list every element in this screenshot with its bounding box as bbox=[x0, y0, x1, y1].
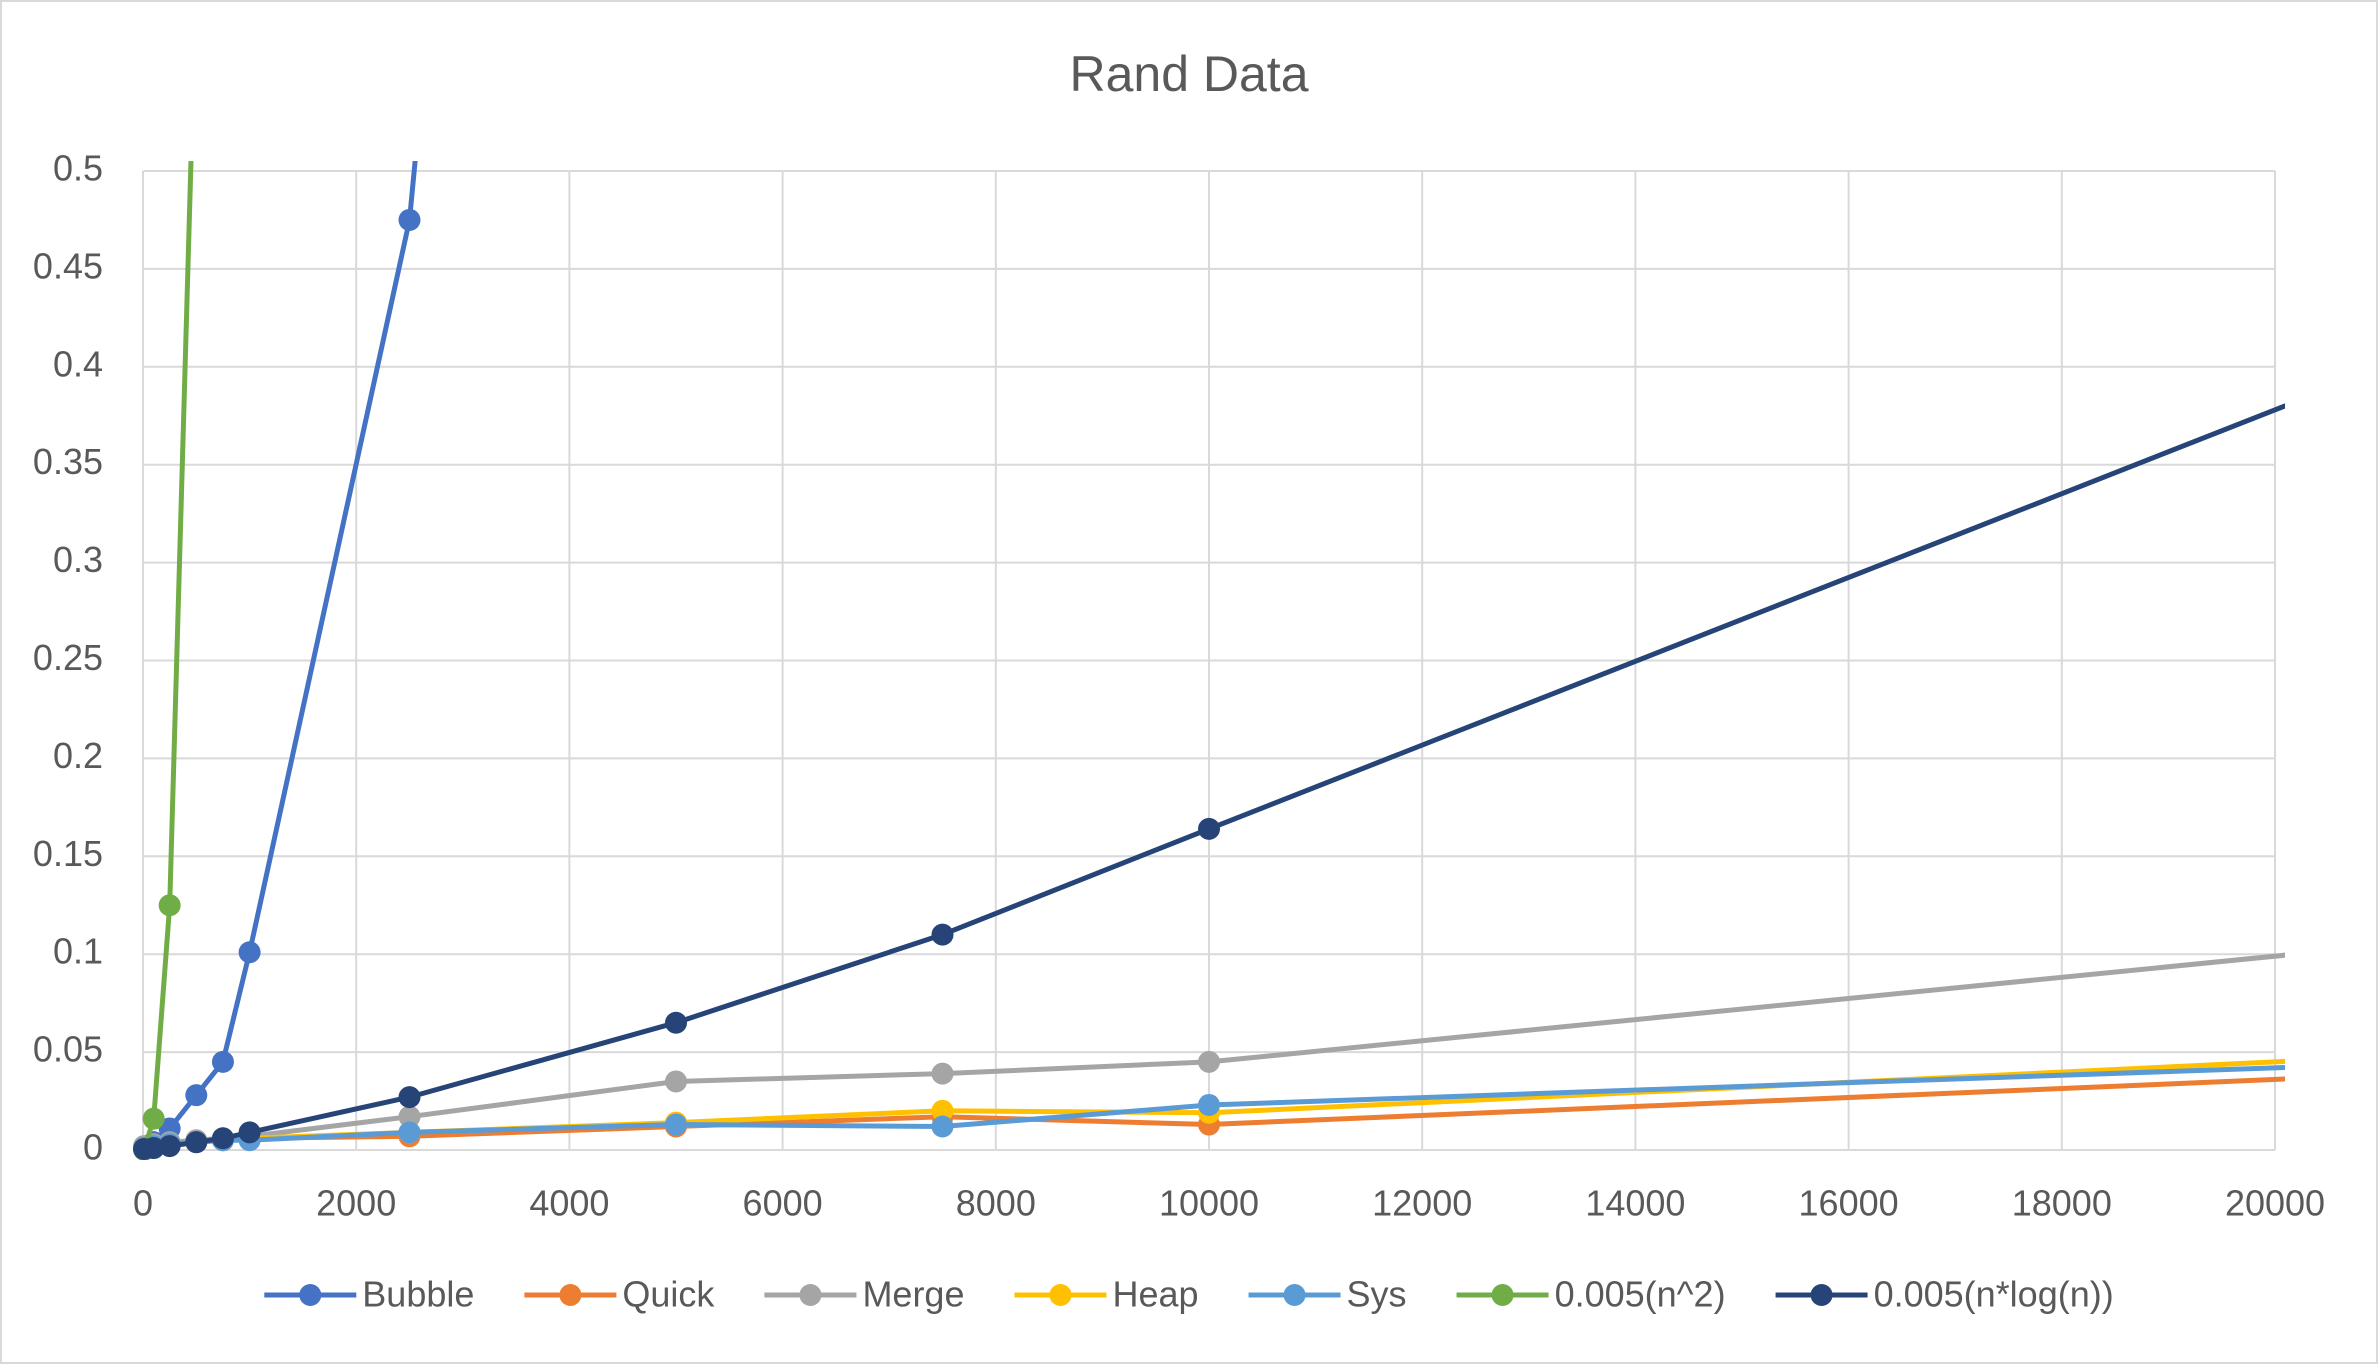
data-point bbox=[665, 1070, 687, 1093]
data-point bbox=[398, 1121, 421, 1144]
legend-item: Merge bbox=[764, 1274, 964, 1315]
data-point bbox=[398, 1105, 421, 1128]
x-tick-label: 4000 bbox=[529, 1183, 609, 1224]
data-point bbox=[1198, 1093, 1220, 1116]
x-tick-label: 0 bbox=[133, 1183, 153, 1224]
legend-label: Merge bbox=[862, 1274, 964, 1315]
data-point bbox=[158, 894, 181, 917]
y-tick-label: 0.05 bbox=[33, 1029, 103, 1070]
data-point bbox=[238, 1121, 261, 1144]
legend-label: Bubble bbox=[362, 1274, 474, 1315]
y-tick-label: 0.1 bbox=[53, 931, 103, 972]
data-point bbox=[931, 1062, 954, 1085]
x-tick-label: 18000 bbox=[2012, 1183, 2112, 1224]
data-point bbox=[185, 1084, 208, 1107]
legend-marker bbox=[559, 1284, 582, 1306]
legend-label: Heap bbox=[1112, 1274, 1198, 1315]
legend-label: 0.005(n*log(n)) bbox=[1874, 1274, 2114, 1315]
data-point bbox=[398, 1086, 421, 1109]
y-tick-label: 0.4 bbox=[53, 343, 103, 384]
legend-item: Heap bbox=[1014, 1274, 1199, 1315]
data-point bbox=[398, 208, 421, 231]
y-tick-label: 0 bbox=[83, 1127, 103, 1168]
legend-label: Sys bbox=[1347, 1274, 1407, 1315]
legend-item: 0.005(n*log(n)) bbox=[1775, 1274, 2114, 1315]
data-point bbox=[931, 1099, 954, 1122]
data-point bbox=[185, 1131, 208, 1154]
y-tick-label: 0.5 bbox=[53, 148, 103, 189]
y-tick-label: 0.3 bbox=[53, 539, 103, 580]
x-tick-label: 14000 bbox=[1585, 1183, 1685, 1224]
legend-item: Sys bbox=[1248, 1274, 1407, 1315]
legend-marker bbox=[1810, 1284, 1833, 1306]
y-tick-label: 0.15 bbox=[33, 833, 103, 874]
y-tick-label: 0.2 bbox=[53, 735, 103, 776]
data-point bbox=[211, 1127, 234, 1150]
legend-marker bbox=[299, 1284, 322, 1306]
data-point bbox=[142, 1107, 165, 1130]
legend-item: Quick bbox=[524, 1274, 715, 1315]
data-point bbox=[665, 1011, 687, 1034]
legend-item: 0.005(n^2) bbox=[1456, 1274, 1726, 1315]
grid bbox=[142, 170, 2276, 1151]
x-tick-label: 20000 bbox=[2225, 1183, 2325, 1224]
y-tick-label: 0.45 bbox=[33, 245, 103, 286]
legend-label: Quick bbox=[622, 1274, 715, 1315]
x-tick-label: 10000 bbox=[1159, 1183, 1259, 1224]
data-point bbox=[665, 1113, 687, 1136]
chart-title: Rand Data bbox=[1069, 46, 1308, 102]
data-point bbox=[211, 1050, 234, 1073]
legend-marker bbox=[799, 1284, 822, 1306]
data-point bbox=[1198, 817, 1220, 840]
plot-area bbox=[133, 161, 2285, 1160]
y-tick-label: 0.25 bbox=[33, 637, 103, 678]
legend-marker bbox=[1491, 1284, 1514, 1306]
data-point bbox=[931, 1115, 954, 1138]
data-point bbox=[158, 1135, 181, 1158]
data-point bbox=[931, 923, 954, 946]
legend-marker bbox=[1283, 1284, 1306, 1306]
data-point bbox=[238, 941, 261, 964]
x-tick-label: 2000 bbox=[316, 1183, 396, 1224]
data-point bbox=[1198, 1050, 1220, 1073]
x-tick-label: 12000 bbox=[1372, 1183, 1472, 1224]
legend-label: 0.005(n^2) bbox=[1555, 1274, 1726, 1315]
legend-marker bbox=[1049, 1284, 1072, 1306]
x-tick-label: 6000 bbox=[743, 1183, 823, 1224]
legend-item: Bubble bbox=[264, 1274, 474, 1315]
x-tick-label: 8000 bbox=[956, 1183, 1036, 1224]
data-point bbox=[142, 1137, 165, 1160]
legend: Bubble Quick Merge Heap Sys 0.005(n^2) 0.005(n… bbox=[264, 1274, 2114, 1315]
y-tick-label: 0.35 bbox=[33, 441, 103, 482]
x-tick-label: 16000 bbox=[1799, 1183, 1899, 1224]
